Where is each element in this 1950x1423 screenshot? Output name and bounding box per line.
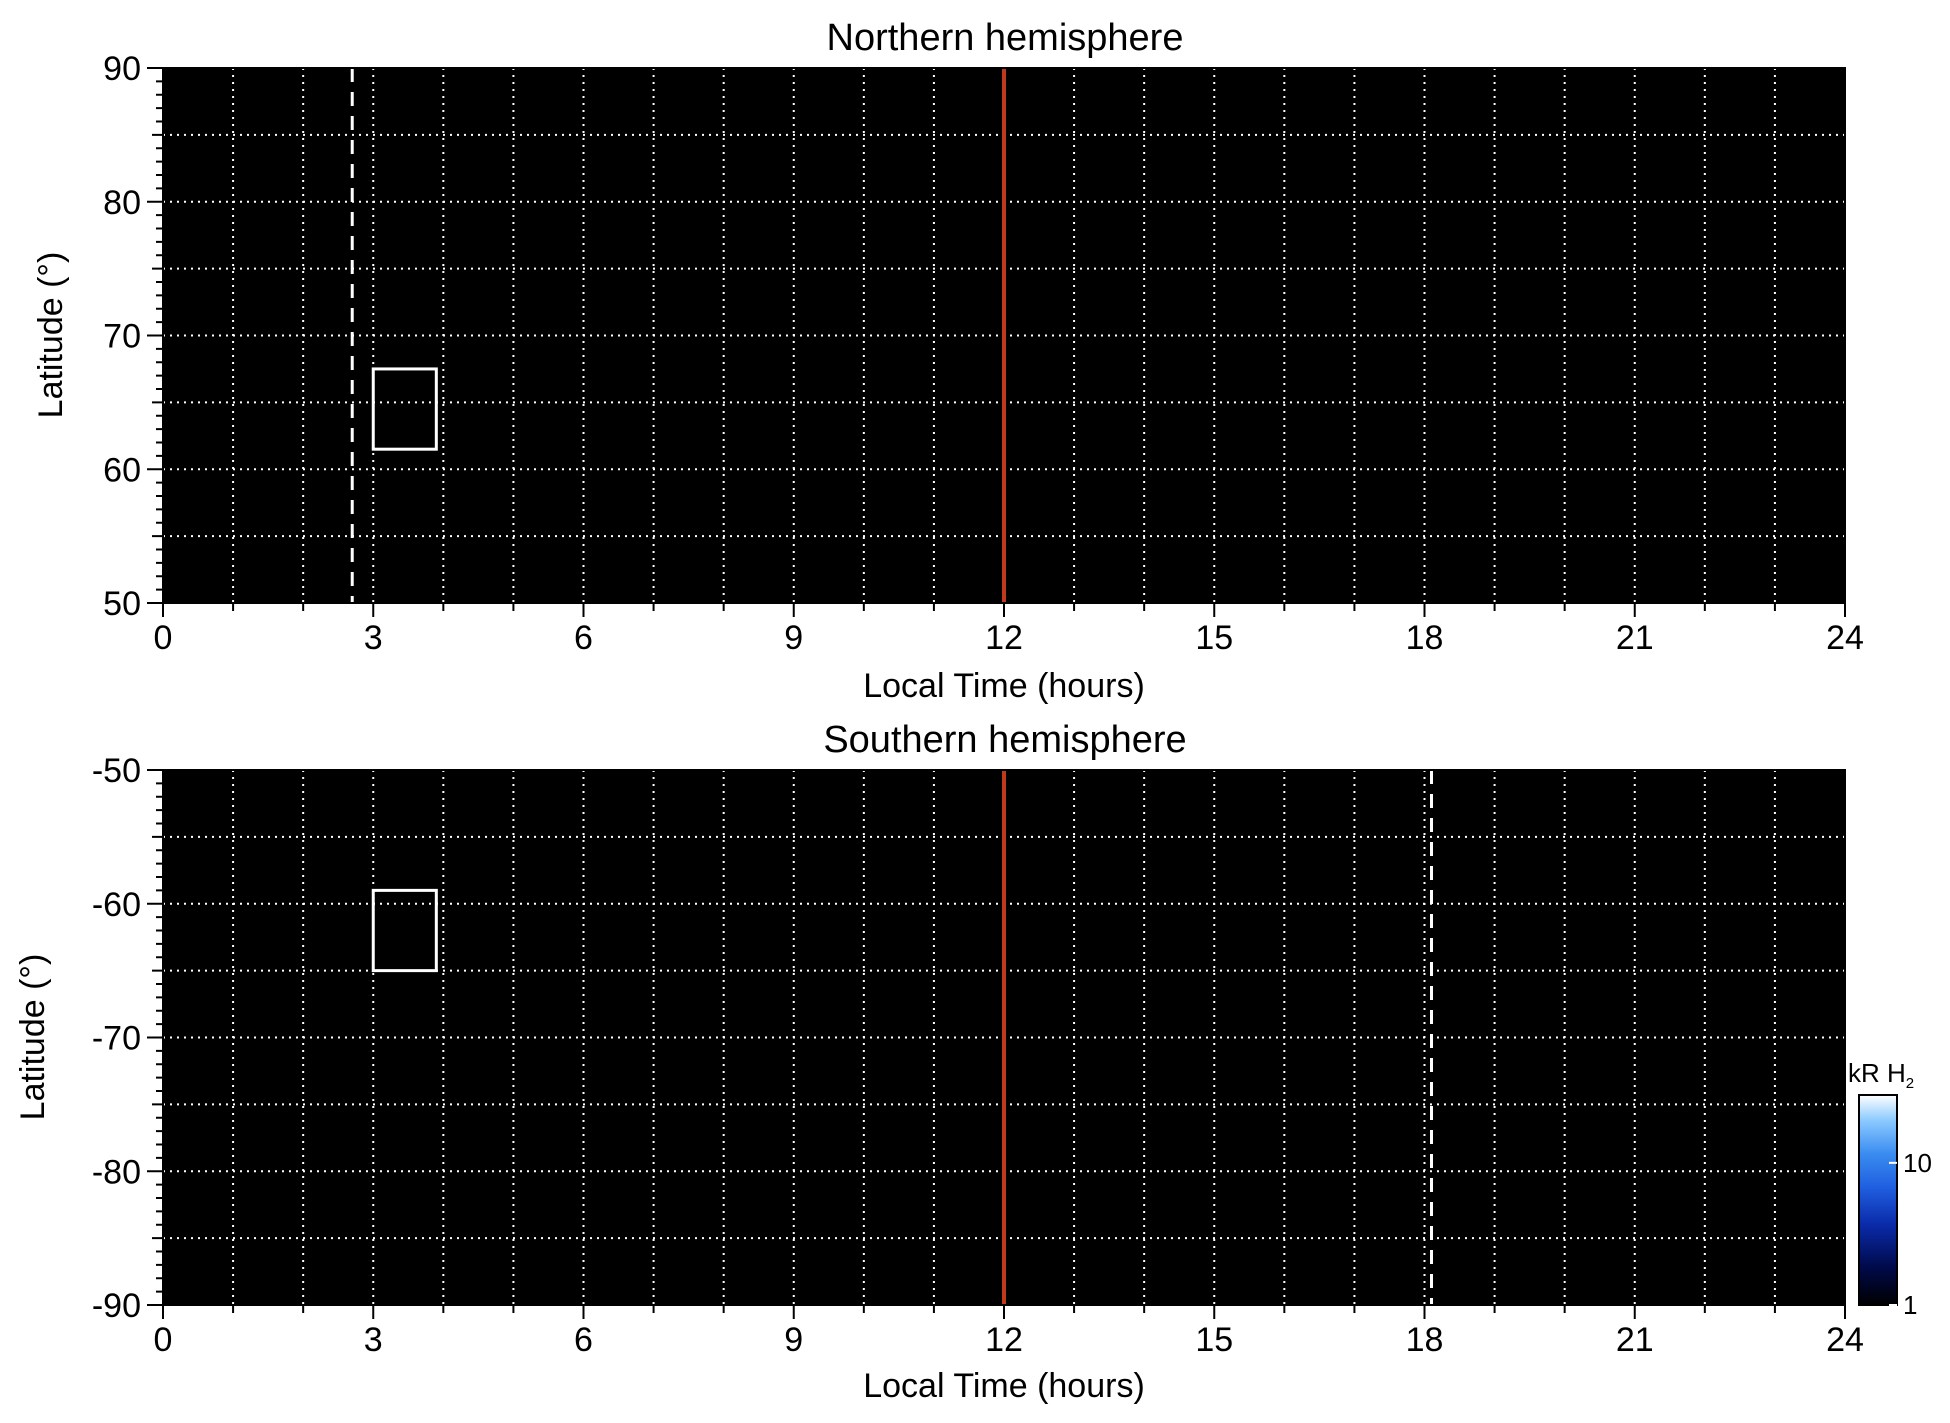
y-tick-label: -50 bbox=[92, 752, 141, 790]
colorbar-gradient bbox=[1858, 1094, 1898, 1306]
reference-box bbox=[371, 367, 438, 451]
y-tick-label: 90 bbox=[103, 50, 141, 88]
y-axis-title: Latitude (°) bbox=[14, 954, 52, 1121]
y-tick-label: -80 bbox=[92, 1153, 141, 1191]
x-tick-label: 12 bbox=[985, 619, 1023, 657]
axes: 0 3 6 9 12 15 18 21 24 -50 -60 -70 -80 -90 bbox=[92, 752, 1864, 1359]
y-tick-label: -70 bbox=[92, 1020, 141, 1058]
x-axis-title: Local Time (hours) bbox=[863, 667, 1145, 705]
x-tick-label: 9 bbox=[784, 1321, 803, 1359]
y-tick-label: -60 bbox=[92, 886, 141, 924]
x-tick-label: 18 bbox=[1406, 619, 1444, 657]
y-tick-label: -90 bbox=[92, 1287, 141, 1325]
bright-emission-core bbox=[1312, 1040, 1417, 1089]
colorbar-tick-label: 10 bbox=[1903, 1148, 1932, 1178]
y-tick-label: 70 bbox=[103, 318, 141, 356]
y-tick-label: 80 bbox=[103, 184, 141, 222]
panel-title: Southern hemisphere bbox=[823, 719, 1186, 761]
x-tick-label: 18 bbox=[1406, 1321, 1444, 1359]
x-tick-label: 0 bbox=[154, 619, 173, 657]
x-tick-label: 3 bbox=[364, 619, 383, 657]
x-tick-label: 21 bbox=[1616, 1321, 1654, 1359]
overlays bbox=[350, 68, 1006, 603]
colorbar-label-unit: kR H bbox=[1848, 1058, 1906, 1088]
colorbar-tick-label: 1 bbox=[1903, 1290, 1917, 1320]
reference-box bbox=[371, 888, 438, 973]
bright-emission-core bbox=[598, 1040, 703, 1089]
y-axis-title: Latitude (°) bbox=[32, 252, 70, 419]
x-tick-label: 15 bbox=[1195, 619, 1233, 657]
colorbar-ticks: 1 10 bbox=[1889, 1148, 1932, 1320]
x-tick-label: 3 bbox=[364, 1321, 383, 1359]
x-tick-label: 15 bbox=[1195, 1321, 1233, 1359]
x-axis-title: Local Time (hours) bbox=[863, 1367, 1145, 1405]
x-tick-label: 24 bbox=[1826, 1321, 1864, 1359]
axes: 0 3 6 9 12 15 18 21 24 50 60 70 80 90 bbox=[103, 50, 1864, 657]
x-tick-label: 24 bbox=[1826, 619, 1864, 657]
bright-emission-core bbox=[1245, 257, 1323, 307]
panel-title: Northern hemisphere bbox=[827, 17, 1184, 59]
overlays bbox=[371, 770, 1434, 1305]
x-tick-label: 21 bbox=[1616, 619, 1654, 657]
colorbar-label-subscript: 2 bbox=[1906, 1075, 1914, 1092]
colorbar-label: kR H2 bbox=[1848, 1058, 1914, 1092]
y-tick-label: 50 bbox=[103, 585, 141, 623]
bright-emission-core bbox=[674, 284, 760, 333]
x-tick-label: 12 bbox=[985, 1321, 1023, 1359]
x-tick-label: 6 bbox=[574, 1321, 593, 1359]
southern-hemisphere-panel: Southern hemisphere 0 3 6 9 12 15 18 21 24 -50 -60… bbox=[14, 719, 1864, 1405]
y-tick-label: 60 bbox=[103, 451, 141, 489]
northern-hemisphere-panel: Northern hemisphere 0 3 6 9 12 15 18 21 24 50 60 70… bbox=[32, 17, 1864, 705]
x-tick-label: 6 bbox=[574, 619, 593, 657]
colorbar: kR H2 1 10 bbox=[1848, 1058, 1932, 1320]
x-tick-label: 0 bbox=[154, 1321, 173, 1359]
x-tick-label: 9 bbox=[784, 619, 803, 657]
